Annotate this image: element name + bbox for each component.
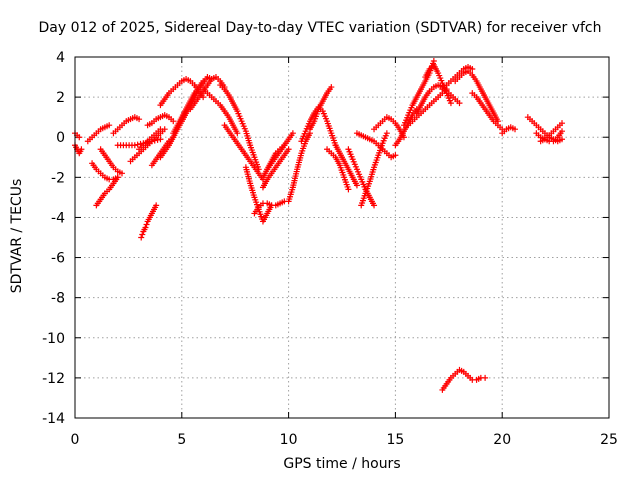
data-point-marker (559, 120, 566, 127)
data-point-marker (234, 130, 241, 137)
data-point-marker (138, 234, 145, 241)
data-point-marker (139, 231, 146, 238)
y-tick-label: -2 (51, 170, 65, 186)
data-point-marker (482, 374, 489, 381)
data-point-marker (142, 224, 149, 231)
y-tick-label: 4 (56, 50, 65, 66)
data-point-marker (345, 186, 352, 193)
y-tick-label: 2 (56, 90, 65, 106)
data-point-marker (170, 118, 177, 125)
data-point-marker (512, 126, 519, 133)
y-tick-label: -10 (42, 331, 65, 347)
data-point-marker (78, 146, 85, 153)
y-tick-label: 0 (56, 130, 65, 146)
data-point-marker (447, 100, 454, 107)
data-point-marker (136, 116, 143, 123)
data-point-marker (289, 130, 296, 137)
data-point-marker (106, 122, 113, 129)
data-point-marker (151, 137, 158, 144)
data-point-marker (559, 128, 566, 135)
data-point-marker (285, 146, 292, 153)
data-point-marker (469, 66, 476, 73)
y-axis-label: SDTVAR / TECUs (9, 178, 25, 294)
data-point-marker (76, 134, 83, 141)
y-tick-label: -4 (51, 210, 65, 226)
data-point-marker (353, 182, 360, 189)
y-tick-label: -14 (42, 411, 65, 427)
y-tick-label: -8 (51, 291, 65, 307)
y-tick-label: -12 (42, 371, 65, 387)
data-points (72, 58, 566, 393)
data-point-marker (137, 140, 144, 147)
data-point-marker (157, 126, 164, 133)
x-tick-label: 10 (280, 432, 298, 448)
data-point-marker (114, 174, 121, 181)
x-tick-label: 25 (600, 432, 618, 448)
data-point-marker (157, 136, 164, 143)
data-point-marker (131, 142, 138, 149)
data-point-marker (153, 202, 160, 209)
x-tick-label: 15 (386, 432, 404, 448)
data-point-marker (118, 170, 125, 177)
plot-frame (74, 56, 610, 419)
data-point-marker (371, 202, 378, 209)
x-tick-label: 20 (493, 432, 511, 448)
data-point-marker (456, 100, 463, 107)
x-tick-label: 5 (177, 432, 186, 448)
data-point-marker (328, 84, 335, 91)
data-point-marker (392, 152, 399, 159)
chart-title: Day 012 of 2025, Sidereal Day-to-day VTE… (38, 20, 602, 36)
grid (75, 57, 609, 418)
y-tick-label: -6 (51, 251, 65, 267)
x-axis-label: GPS time / hours (283, 456, 401, 472)
data-point-marker (559, 136, 566, 143)
x-tick-label: 0 (71, 432, 80, 448)
data-point-marker (143, 221, 150, 228)
data-point-marker (383, 130, 390, 137)
data-point-marker (134, 141, 141, 148)
